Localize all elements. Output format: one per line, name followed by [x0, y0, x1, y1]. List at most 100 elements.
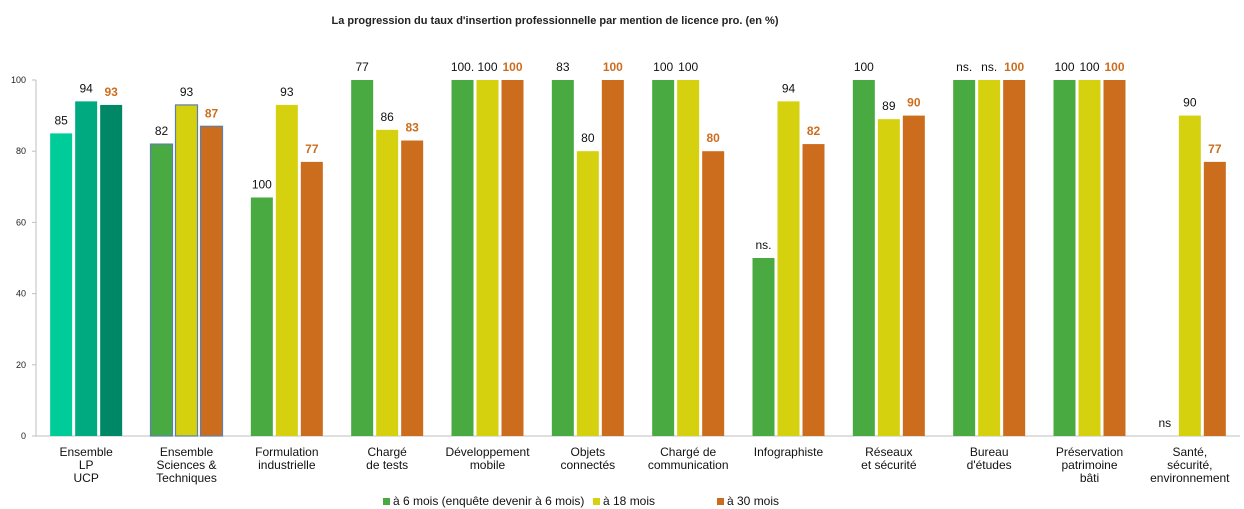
data-label: 93	[280, 85, 294, 99]
category-label: industrielle	[258, 458, 316, 472]
bar	[50, 133, 73, 436]
bar	[501, 80, 524, 436]
bar	[677, 80, 700, 436]
bar	[351, 80, 374, 436]
data-label: 100	[1004, 60, 1024, 74]
legend-swatch	[383, 498, 390, 505]
bar	[476, 80, 499, 436]
data-label: 77	[305, 142, 319, 156]
category-label: Préservation	[1056, 445, 1123, 459]
bar	[702, 151, 725, 436]
category-label: Santé,	[1172, 445, 1207, 459]
y-tick-label: 80	[16, 146, 26, 156]
category-label: sécurité,	[1167, 458, 1212, 472]
category-label: patrimoine	[1061, 458, 1117, 472]
category-label: Sciences &	[156, 458, 216, 472]
bar	[376, 129, 399, 436]
data-label: 90	[1183, 96, 1197, 110]
bar	[877, 119, 900, 436]
data-label: ns.	[981, 60, 997, 74]
data-label: 94	[79, 81, 93, 95]
bar	[174, 104, 199, 437]
y-axis: 0 20 40 60 80 100	[11, 75, 1240, 441]
bar	[752, 258, 775, 436]
category-label: de tests	[366, 458, 408, 472]
legend-label: à 6 mois (enquête devenir à 6 mois)	[393, 494, 584, 508]
bar	[451, 80, 474, 436]
bar	[401, 140, 424, 436]
category-label: bâti	[1080, 471, 1099, 485]
category-label: Réseaux	[865, 445, 912, 459]
data-label: 100	[1054, 60, 1074, 74]
category-label: Chargé de	[660, 445, 716, 459]
category-label: connectés	[560, 458, 615, 472]
data-label: 93	[180, 85, 194, 99]
category-label: Bureau	[970, 445, 1009, 459]
data-label: ns.	[755, 238, 771, 252]
data-label: 100	[502, 60, 522, 74]
bar	[551, 80, 574, 436]
category-label: d'études	[967, 458, 1012, 472]
bar	[1053, 80, 1076, 436]
bar	[777, 101, 800, 437]
data-label: 86	[380, 110, 394, 124]
bar	[1003, 80, 1026, 436]
data-label: 83	[405, 121, 419, 135]
bar	[652, 80, 675, 436]
category-label: environnement	[1150, 471, 1230, 485]
bar	[1103, 80, 1126, 436]
legend-label: à 30 mois	[727, 494, 779, 508]
legend: à 6 mois (enquête devenir à 6 mois) à 18 …	[383, 494, 779, 508]
data-label: ns	[1158, 416, 1171, 430]
y-tick-label: 40	[16, 289, 26, 299]
y-tick-label: 20	[16, 360, 26, 370]
y-tick-label: 60	[16, 217, 26, 227]
category-label: Chargé	[367, 445, 407, 459]
category-label: Formulation	[255, 445, 318, 459]
data-label: ns.	[956, 60, 972, 74]
data-label: 100	[252, 177, 272, 191]
data-label: 100	[1079, 60, 1099, 74]
data-label: 94	[782, 81, 796, 95]
bar	[199, 125, 224, 437]
bars	[50, 80, 1226, 437]
data-label: 80	[706, 131, 720, 145]
category-label: Ensemble	[59, 445, 113, 459]
data-label: 100	[477, 60, 497, 74]
legend-swatch	[593, 498, 600, 505]
category-label: Ensemble	[160, 445, 214, 459]
data-label: 100.	[451, 60, 474, 74]
category-label: LP	[79, 458, 94, 472]
bar	[275, 104, 298, 437]
bar	[802, 144, 825, 436]
category-label: Techniques	[156, 471, 217, 485]
legend-swatch	[717, 498, 724, 505]
bar	[902, 115, 925, 436]
data-label: 100	[1104, 60, 1124, 74]
bar	[1203, 161, 1226, 436]
bar	[250, 197, 273, 436]
data-label: 77	[1208, 142, 1222, 156]
category-label: et sécurité	[861, 458, 917, 472]
data-label: 82	[155, 124, 169, 138]
bar	[100, 104, 123, 437]
y-tick-label: 0	[21, 431, 26, 441]
category-label: Développement	[445, 445, 530, 459]
data-label: 100	[854, 60, 874, 74]
data-label: 87	[205, 106, 219, 120]
bar	[75, 101, 98, 437]
bar	[601, 80, 624, 436]
bar	[953, 80, 976, 436]
data-label: 77	[355, 60, 369, 74]
data-label: 90	[907, 96, 921, 110]
data-label: 85	[54, 113, 68, 127]
bar	[1178, 115, 1201, 436]
bar	[1078, 80, 1101, 436]
data-label: 83	[556, 60, 570, 74]
y-tick-label: 100	[11, 75, 26, 85]
category-label: UCP	[73, 471, 98, 485]
bar	[978, 80, 1001, 436]
